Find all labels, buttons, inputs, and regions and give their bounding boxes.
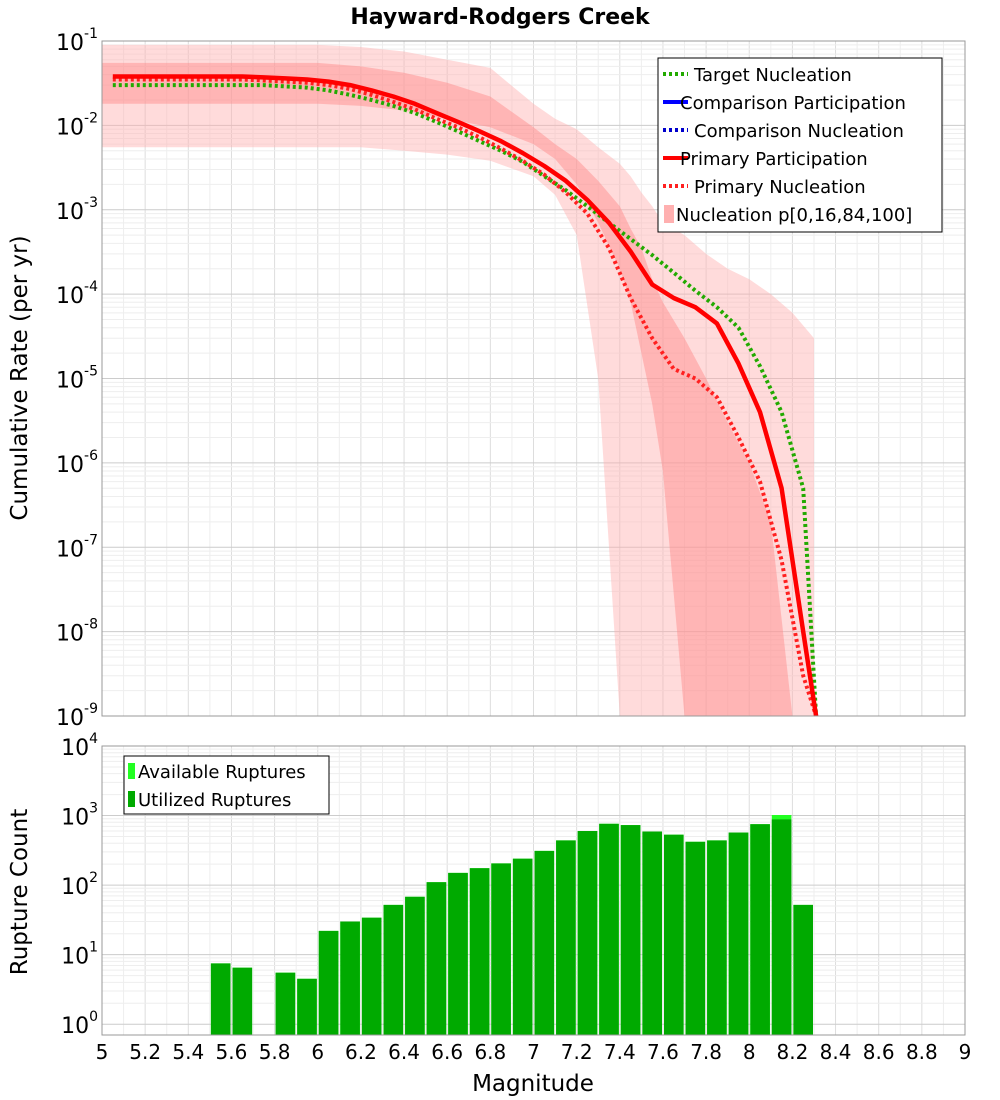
bar-utilized	[491, 863, 511, 1035]
bar-utilized	[577, 831, 598, 1035]
bar-utilized	[297, 978, 317, 1035]
x-tick-label: 5.4	[172, 1040, 204, 1064]
bottom-y-tick-label: 102	[61, 870, 98, 900]
x-tick-label: 8	[743, 1040, 756, 1064]
bar-utilized	[556, 840, 576, 1035]
rupture-bars	[210, 815, 813, 1035]
x-tick-label: 8.6	[863, 1040, 895, 1064]
x-tick-label: 8.8	[906, 1040, 938, 1064]
top-y-tick-label: 10-1	[56, 26, 98, 56]
bar-utilized	[664, 834, 684, 1035]
bar-utilized	[232, 967, 253, 1035]
bottom-y-tick-label: 104	[61, 731, 98, 761]
bar-utilized	[599, 823, 619, 1035]
x-tick-label: 6	[311, 1040, 324, 1064]
top-series-lines	[112, 74, 819, 717]
bar-utilized	[620, 825, 641, 1035]
x-tick-label: 9	[959, 1040, 972, 1064]
bar-utilized	[340, 921, 360, 1035]
bar-utilized	[534, 850, 555, 1035]
bar-utilized	[685, 841, 706, 1035]
x-tick-label: 6.4	[388, 1040, 420, 1064]
x-tick-label: 7.2	[561, 1040, 593, 1064]
bar-utilized	[642, 831, 662, 1035]
bottom-y-tick-label: 101	[61, 940, 98, 970]
bottom-y-ticks: 100 101 102 103 104	[61, 731, 98, 1039]
bar-utilized	[426, 882, 447, 1035]
top-y-tick-label: 10-5	[56, 364, 98, 394]
x-tick-label: 5.8	[259, 1040, 291, 1064]
x-ticks: 5 5.2 5.4 5.6 5.8 6 6.2 6.4 6.6 6.8 7 7.2 7.4 7.6 7.8 8…	[96, 1040, 972, 1064]
bar-utilized	[707, 840, 727, 1035]
legend-label: Available Ruptures	[138, 762, 306, 783]
bottom-y-tick-label: 100	[61, 1009, 98, 1039]
bottom-y-tick-label: 103	[61, 801, 98, 831]
bottom-plot-frame	[101, 745, 966, 1036]
bar-utilized	[275, 972, 296, 1035]
legend-swatch-band	[664, 205, 674, 223]
legend-label: Utilized Ruptures	[138, 790, 291, 811]
top-legend-box	[657, 57, 943, 233]
bar-utilized	[448, 872, 468, 1035]
top-y-tick-label: 10-4	[56, 279, 98, 309]
band-p16-p84	[102, 62, 814, 716]
bottom-legend: Available Ruptures Utilized Ruptures	[123, 755, 330, 815]
x-tick-label: 5	[96, 1040, 109, 1064]
x-tick-label: 5.6	[216, 1040, 248, 1064]
top-y-tick-label: 10-2	[56, 110, 98, 140]
bar-utilized	[361, 917, 382, 1035]
nucleation-bands	[102, 44, 814, 716]
x-axis-label: Magnitude	[472, 1071, 594, 1097]
legend-label: Primary Participation	[680, 149, 868, 170]
top-y-tick-label: 10-8	[56, 617, 98, 647]
legend-label: Target Nucleation	[693, 65, 852, 86]
bar-utilized	[771, 819, 792, 1035]
x-tick-label: 8.4	[820, 1040, 852, 1064]
band-p0-p100	[102, 44, 814, 716]
bar-utilized	[793, 904, 813, 1035]
legend-label: Comparison Participation	[680, 93, 906, 114]
bottom-y-axis-label: Rupture Count	[7, 809, 33, 975]
x-tick-label: 8.2	[776, 1040, 808, 1064]
x-tick-label: 7.8	[690, 1040, 722, 1064]
bottom-grid	[101, 746, 966, 1035]
legend-label: Comparison Nucleation	[694, 121, 904, 142]
bar-utilized	[383, 904, 404, 1035]
top-legend: Target Nucleation Comparison Participatio…	[657, 57, 943, 233]
x-tick-label: 6.8	[474, 1040, 506, 1064]
x-tick-label: 7.4	[604, 1040, 636, 1064]
x-tick-label: 7	[527, 1040, 540, 1064]
legend-swatch-bar	[128, 763, 135, 779]
top-y-tick-label: 10-7	[56, 532, 98, 562]
bar-utilized	[750, 824, 770, 1035]
legend-label: Primary Nucleation	[694, 177, 866, 198]
legend-label: Nucleation p[0,16,84,100]	[676, 205, 912, 226]
top-y-tick-label: 10-6	[56, 448, 98, 478]
chart-title: Hayward-Rodgers Creek	[350, 5, 651, 30]
x-tick-label: 6.2	[345, 1040, 377, 1064]
series-line-primary-participation	[112, 74, 819, 717]
bar-utilized	[469, 868, 490, 1035]
bar-utilized	[512, 858, 533, 1035]
bar-utilized	[405, 896, 425, 1035]
x-tick-label: 6.6	[431, 1040, 463, 1064]
x-tick-label: 5.2	[129, 1040, 161, 1064]
top-y-tick-label: 10-9	[56, 701, 98, 731]
bar-utilized	[210, 963, 231, 1035]
bar-utilized	[728, 832, 749, 1035]
legend-swatch-bar	[128, 791, 135, 807]
bar-utilized	[318, 930, 339, 1035]
bottom-legend-box	[123, 755, 330, 815]
top-y-tick-label: 10-3	[56, 195, 98, 225]
top-plot-frame	[101, 40, 966, 717]
x-tick-label: 7.6	[647, 1040, 679, 1064]
top-y-ticks: 10-9 10-8 10-7 10-6 10-5 10-4 10-3 10-2 10-1	[56, 26, 98, 731]
top-y-axis-label: Cumulative Rate (per yr)	[7, 235, 33, 520]
